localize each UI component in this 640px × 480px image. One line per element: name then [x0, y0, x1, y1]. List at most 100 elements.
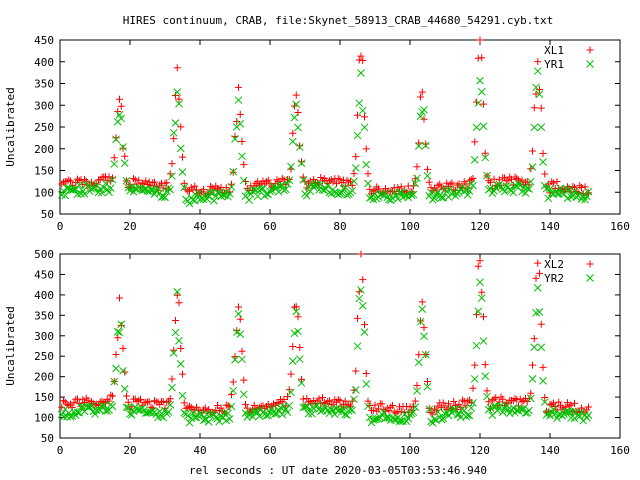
- data-point: [534, 58, 542, 66]
- data-point: [316, 180, 325, 189]
- x-tick-label: 20: [123, 444, 136, 457]
- data-point: [360, 328, 369, 337]
- data-point: [278, 174, 286, 182]
- data-point: [130, 175, 137, 183]
- data-point: [361, 321, 368, 329]
- data-point: [490, 175, 498, 183]
- data-point: [81, 176, 88, 184]
- data-point: [145, 398, 153, 406]
- data-point: [464, 397, 472, 405]
- data-point: [229, 386, 238, 395]
- data-point: [172, 316, 179, 324]
- data-point: [413, 163, 421, 171]
- data-point: [470, 375, 479, 383]
- data-point: [98, 188, 106, 197]
- legend-marker: [586, 260, 594, 268]
- data-point: [110, 160, 119, 168]
- data-point: [292, 303, 300, 311]
- data-point: [533, 283, 542, 292]
- data-point: [166, 401, 175, 409]
- data-point: [330, 188, 339, 196]
- data-point: [351, 164, 360, 172]
- data-point: [427, 408, 435, 416]
- data-point: [371, 186, 379, 194]
- data-point: [533, 67, 542, 75]
- data-point: [179, 370, 186, 378]
- data-point: [60, 178, 67, 186]
- data-point: [490, 395, 498, 403]
- legend-label: YR1: [544, 58, 564, 71]
- data-point: [474, 262, 482, 270]
- data-point: [287, 388, 295, 397]
- data-point: [492, 394, 500, 402]
- data-point: [418, 305, 427, 314]
- data-point: [126, 410, 134, 418]
- data-point: [442, 187, 451, 196]
- data-point: [87, 402, 96, 410]
- data-point: [59, 187, 68, 195]
- data-point: [238, 355, 246, 364]
- x-tick-label: 120: [470, 220, 490, 233]
- data-point: [413, 387, 421, 395]
- data-point: [217, 404, 225, 412]
- data-point: [292, 100, 301, 109]
- data-point: [420, 105, 428, 114]
- data-point: [124, 398, 132, 406]
- data-point: [553, 178, 561, 186]
- data-point: [189, 196, 197, 204]
- data-point: [399, 417, 407, 426]
- y-tick-label: 400: [34, 289, 54, 302]
- x-tick-label: 60: [263, 444, 276, 457]
- data-point: [292, 307, 301, 316]
- data-point: [166, 395, 174, 403]
- data-point: [199, 195, 208, 204]
- data-point: [471, 138, 479, 146]
- data-point: [418, 298, 426, 306]
- data-point: [542, 184, 551, 193]
- series-XL1: [58, 36, 592, 199]
- y-tick-label: 400: [34, 56, 54, 69]
- data-point: [530, 123, 539, 132]
- data-point: [421, 350, 430, 359]
- data-point: [535, 308, 544, 316]
- data-point: [142, 177, 150, 185]
- data-point: [389, 402, 396, 410]
- data-point: [294, 313, 302, 321]
- data-point: [115, 328, 124, 337]
- data-point: [516, 181, 525, 190]
- data-point: [253, 192, 262, 201]
- data-point: [437, 193, 446, 202]
- data-point: [567, 401, 575, 409]
- data-point: [521, 409, 530, 417]
- data-point: [584, 411, 593, 420]
- data-point: [159, 192, 168, 201]
- data-point: [423, 382, 432, 391]
- data-point: [525, 185, 533, 193]
- data-point: [222, 184, 230, 192]
- data-point: [225, 415, 234, 423]
- data-point: [234, 96, 243, 105]
- data-point: [316, 407, 325, 416]
- data-point: [189, 409, 197, 417]
- data-point: [180, 183, 189, 192]
- data-point: [336, 397, 344, 405]
- data-point: [117, 102, 125, 110]
- data-point: [500, 187, 509, 196]
- data-point: [469, 384, 477, 392]
- data-point: [477, 87, 486, 96]
- data-point: [530, 343, 539, 352]
- data-point: [561, 407, 570, 416]
- data-point: [448, 179, 456, 187]
- data-point: [122, 176, 131, 185]
- data-point: [364, 179, 372, 188]
- data-point: [178, 168, 187, 176]
- data-point: [273, 183, 281, 192]
- data-point: [227, 183, 236, 191]
- y-tick-label: 50: [41, 432, 54, 445]
- y-tick-label: 300: [34, 330, 54, 343]
- data-point: [390, 415, 399, 424]
- data-point: [476, 278, 484, 287]
- series-XL2: [58, 250, 592, 418]
- data-point: [424, 378, 431, 386]
- data-point: [585, 403, 592, 411]
